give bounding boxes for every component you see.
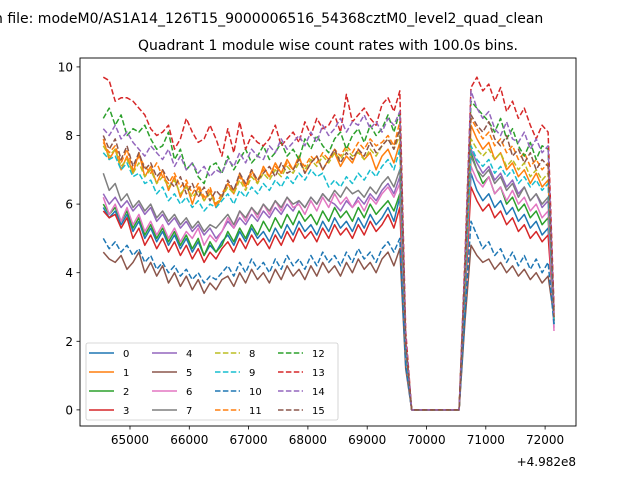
series-layer — [102, 76, 555, 411]
legend-label-8: 8 — [249, 349, 255, 360]
y-axis: 0 2 4 6 8 10 — [58, 60, 80, 417]
legend-label-13: 13 — [312, 368, 325, 379]
x-tick-label: 72000 — [526, 433, 564, 447]
legend-label-4: 4 — [186, 349, 192, 360]
x-tick-label: 68000 — [289, 433, 327, 447]
series-line-8 — [102, 134, 555, 411]
legend-label-9: 9 — [249, 368, 255, 379]
legend-label-15: 15 — [312, 406, 325, 417]
x-axis: 65000 66000 67000 68000 69000 70000 71000 72000 — [111, 426, 564, 447]
y-tick-label: 4 — [65, 266, 73, 280]
legend-label-1: 1 — [123, 368, 129, 379]
y-tick-label: 2 — [65, 335, 73, 349]
x-tick-label: 71000 — [467, 433, 505, 447]
x-offset-label: +4.982e8 — [517, 455, 576, 469]
series-line-0 — [102, 172, 555, 411]
x-tick-label: 67000 — [230, 433, 268, 447]
x-tick-label: 69000 — [348, 433, 386, 447]
x-tick-label: 65000 — [111, 433, 149, 447]
series-line-13 — [102, 76, 555, 411]
legend-label-7: 7 — [186, 406, 192, 417]
legend-box — [85, 342, 339, 421]
axes-frame — [79, 57, 577, 427]
legend-label-11: 11 — [249, 406, 262, 417]
y-tick-label: 6 — [65, 198, 73, 212]
series-line-7 — [102, 155, 555, 411]
legend-label-3: 3 — [123, 406, 129, 417]
legend-label-6: 6 — [186, 387, 192, 398]
series-line-6 — [102, 165, 555, 411]
x-tick-label: 70000 — [407, 433, 445, 447]
y-tick-label: 8 — [65, 129, 73, 143]
series-line-11 — [102, 117, 555, 411]
series-line-5 — [102, 244, 555, 411]
legend-label-0: 0 — [123, 349, 129, 360]
y-tick-label: 10 — [58, 60, 73, 74]
legend-label-2: 2 — [123, 387, 129, 398]
figure-suptitle: n file: modeM0/AS1A14_126T15_9000006516_… — [0, 11, 543, 27]
legend-label-5: 5 — [186, 368, 192, 379]
series-line-3 — [102, 186, 555, 411]
series-line-15 — [102, 114, 555, 411]
series-line-10 — [102, 220, 555, 411]
series-line-2 — [102, 151, 555, 411]
legend-label-14: 14 — [312, 387, 325, 398]
x-tick-label: 66000 — [170, 433, 208, 447]
chart-title: Quadrant 1 module wise count rates with … — [138, 38, 518, 54]
series-line-14 — [102, 90, 555, 411]
legend-label-12: 12 — [312, 349, 325, 360]
legend-label-10: 10 — [249, 387, 262, 398]
y-tick-label: 0 — [65, 403, 73, 417]
series-line-9 — [102, 145, 555, 411]
